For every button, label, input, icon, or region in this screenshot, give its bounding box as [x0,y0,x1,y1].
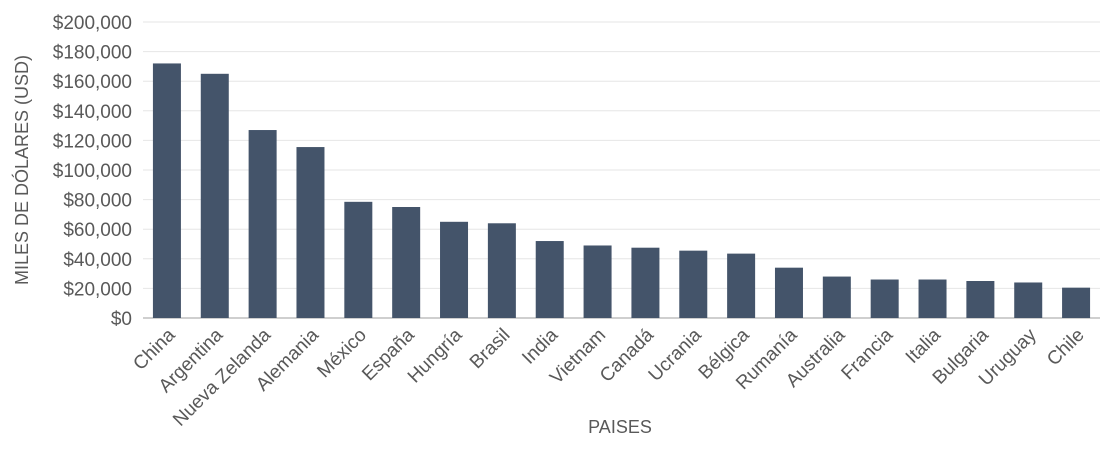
y-tick-label: $200,000 [53,13,132,34]
bar-brasil [487,223,516,318]
y-axis-title: MILES DE DÓLARES (USD) [11,55,32,285]
x-tick-label: Hungría [404,324,467,387]
y-tick-label: $80,000 [63,191,132,212]
bar-hungría [440,221,469,318]
y-tick-label: $180,000 [53,43,132,64]
bar-españa [392,207,421,318]
bar-china [152,63,181,318]
bar-vietnam [583,245,612,318]
bar-francia [870,279,899,318]
y-tick-label: $160,000 [53,72,132,93]
bar-ucrania [679,250,708,318]
bar-bulgaria [966,281,995,318]
bars [152,63,1091,318]
x-tick-label: Ucrania [645,324,706,385]
x-tick-label: Italia [902,324,946,368]
y-tick-label: $120,000 [53,131,132,152]
y-axis-ticks: $0 $20,000 $40,000 $60,000 $80,000 $100,000 $1… [53,13,132,330]
x-tick-label: India [518,324,562,368]
x-tick-label: Canadá [596,324,658,386]
bar-bélgica [727,253,756,318]
gridlines [143,21,1100,319]
bar-india [535,241,564,318]
bar-méxico [344,201,373,318]
bar-argentina [200,73,229,318]
bar-uruguay [1014,282,1043,318]
x-axis-title: PAISES [588,417,652,437]
y-tick-label: $0 [111,309,132,330]
bar-australia [822,276,851,318]
bar-rumanía [774,267,803,318]
y-tick-label: $60,000 [63,220,132,241]
y-tick-label: $20,000 [63,279,132,300]
x-tick-label: Brasil [466,325,514,373]
y-tick-label: $100,000 [53,161,132,182]
bar-nueva-zelanda [248,130,277,318]
bar-alemania [296,147,325,318]
x-tick-label: Chile [1043,325,1088,370]
bar-italia [918,279,947,318]
y-tick-label: $40,000 [63,250,132,271]
x-tick-label: Francia [838,324,898,384]
y-tick-label: $140,000 [53,102,132,123]
bar-canadá [631,247,660,318]
bar-chile [1062,287,1091,318]
